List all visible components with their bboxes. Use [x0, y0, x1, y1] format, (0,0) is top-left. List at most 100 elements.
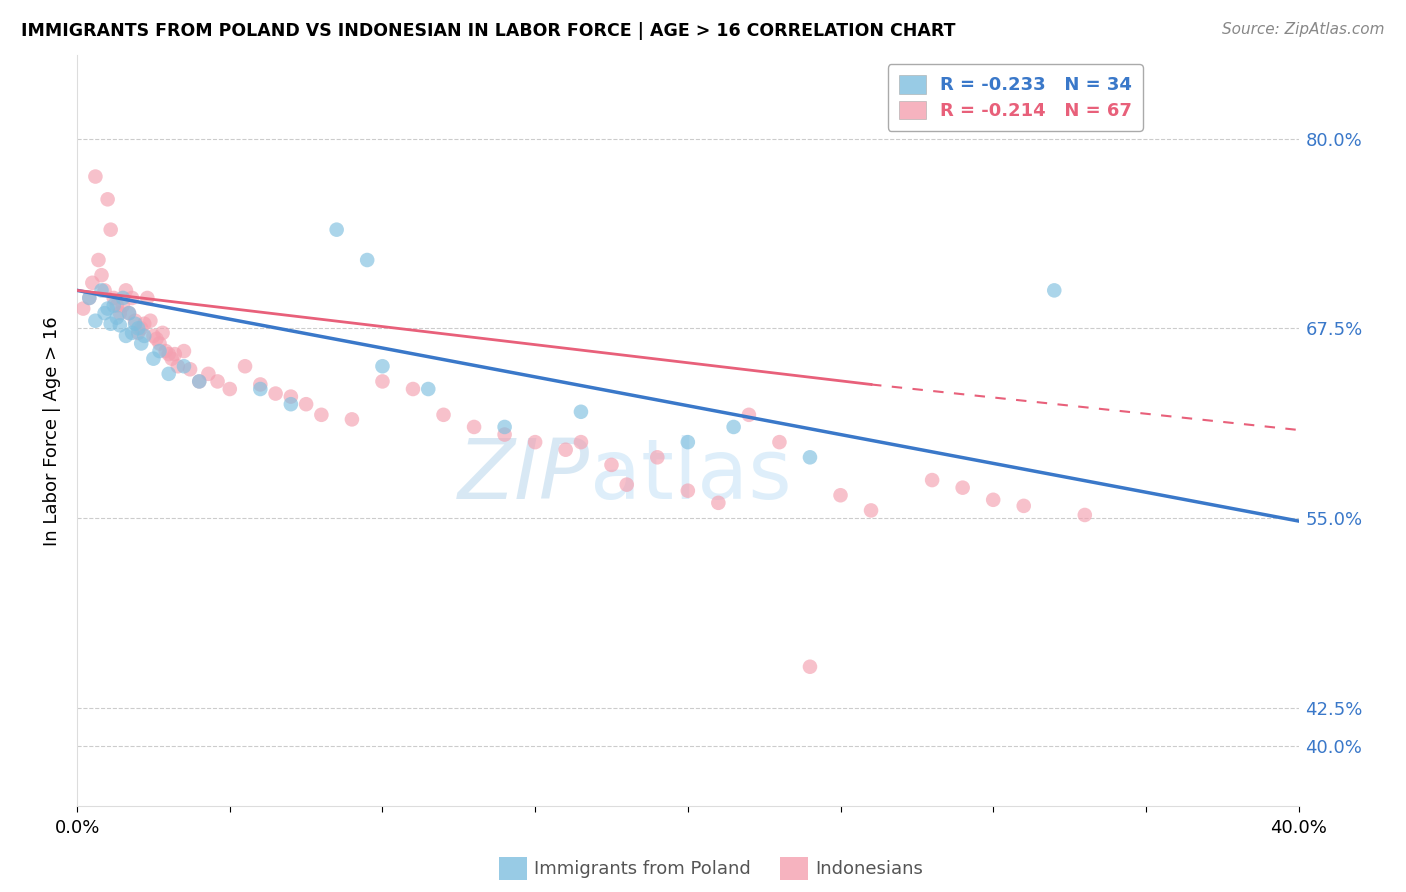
Point: [118, 306, 141, 320]
Point: [921, 473, 943, 487]
Point: [127, 321, 149, 335]
Point: [173, 344, 195, 359]
Point: [494, 420, 516, 434]
Point: [768, 435, 790, 450]
Point: [356, 253, 378, 268]
Point: [325, 222, 347, 236]
Point: [129, 321, 152, 335]
Y-axis label: In Labor Force | Age > 16: In Labor Force | Age > 16: [44, 316, 60, 546]
Point: [616, 477, 638, 491]
Point: [432, 408, 454, 422]
Point: [569, 405, 592, 419]
Point: [799, 659, 821, 673]
Text: atlas: atlas: [591, 435, 792, 516]
Point: [136, 291, 159, 305]
Point: [1074, 508, 1097, 522]
Point: [115, 329, 138, 343]
Point: [90, 284, 112, 298]
Text: Source: ZipAtlas.com: Source: ZipAtlas.com: [1222, 22, 1385, 37]
Point: [139, 314, 162, 328]
Point: [218, 382, 240, 396]
Point: [121, 326, 143, 340]
Point: [676, 483, 699, 498]
Point: [134, 329, 156, 343]
Point: [311, 408, 333, 422]
Point: [207, 375, 229, 389]
Point: [100, 317, 122, 331]
Point: [738, 408, 761, 422]
Point: [600, 458, 623, 472]
Point: [79, 291, 101, 305]
Point: [90, 268, 112, 283]
Point: [280, 390, 302, 404]
Point: [264, 386, 287, 401]
Point: [1043, 284, 1066, 298]
Point: [118, 306, 141, 320]
Point: [100, 222, 122, 236]
Point: [121, 291, 143, 305]
Text: Immigrants from Poland: Immigrants from Poland: [534, 860, 751, 878]
Point: [860, 503, 883, 517]
Point: [197, 367, 219, 381]
Text: ZIP: ZIP: [458, 435, 591, 516]
Point: [157, 367, 180, 381]
Point: [676, 435, 699, 450]
Point: [111, 299, 134, 313]
Point: [124, 317, 146, 331]
Point: [155, 344, 177, 359]
Point: [97, 192, 120, 206]
Point: [173, 359, 195, 374]
Point: [105, 299, 128, 313]
Point: [418, 382, 440, 396]
Point: [87, 253, 110, 268]
Point: [371, 375, 394, 389]
Point: [72, 301, 94, 316]
Point: [249, 377, 271, 392]
Point: [188, 375, 211, 389]
Point: [105, 310, 128, 325]
Point: [142, 329, 165, 343]
Point: [163, 347, 186, 361]
Point: [115, 284, 138, 298]
Point: [134, 317, 156, 331]
Point: [152, 326, 174, 340]
Point: [93, 284, 115, 298]
Point: [402, 382, 425, 396]
Point: [127, 326, 149, 340]
Point: [167, 359, 190, 374]
Point: [84, 314, 107, 328]
Point: [249, 382, 271, 396]
Point: [463, 420, 485, 434]
Point: [371, 359, 394, 374]
Point: [1012, 499, 1035, 513]
Point: [830, 488, 852, 502]
Point: [494, 427, 516, 442]
Point: [952, 481, 974, 495]
Point: [82, 276, 104, 290]
Point: [295, 397, 318, 411]
Legend: R = -0.233   N = 34, R = -0.214   N = 67: R = -0.233 N = 34, R = -0.214 N = 67: [887, 64, 1143, 131]
Point: [160, 351, 183, 366]
Point: [188, 375, 211, 389]
Point: [148, 336, 170, 351]
Point: [124, 314, 146, 328]
Point: [569, 435, 592, 450]
Point: [981, 492, 1004, 507]
Point: [79, 291, 101, 305]
Point: [645, 450, 668, 465]
Point: [799, 450, 821, 465]
Point: [554, 442, 576, 457]
Point: [142, 351, 165, 366]
Point: [280, 397, 302, 411]
Point: [723, 420, 745, 434]
Point: [103, 291, 125, 305]
Point: [179, 362, 201, 376]
Point: [108, 306, 131, 320]
Point: [84, 169, 107, 184]
Point: [111, 291, 134, 305]
Point: [103, 299, 125, 313]
Point: [148, 344, 170, 359]
Point: [93, 306, 115, 320]
Point: [233, 359, 256, 374]
Point: [707, 496, 730, 510]
